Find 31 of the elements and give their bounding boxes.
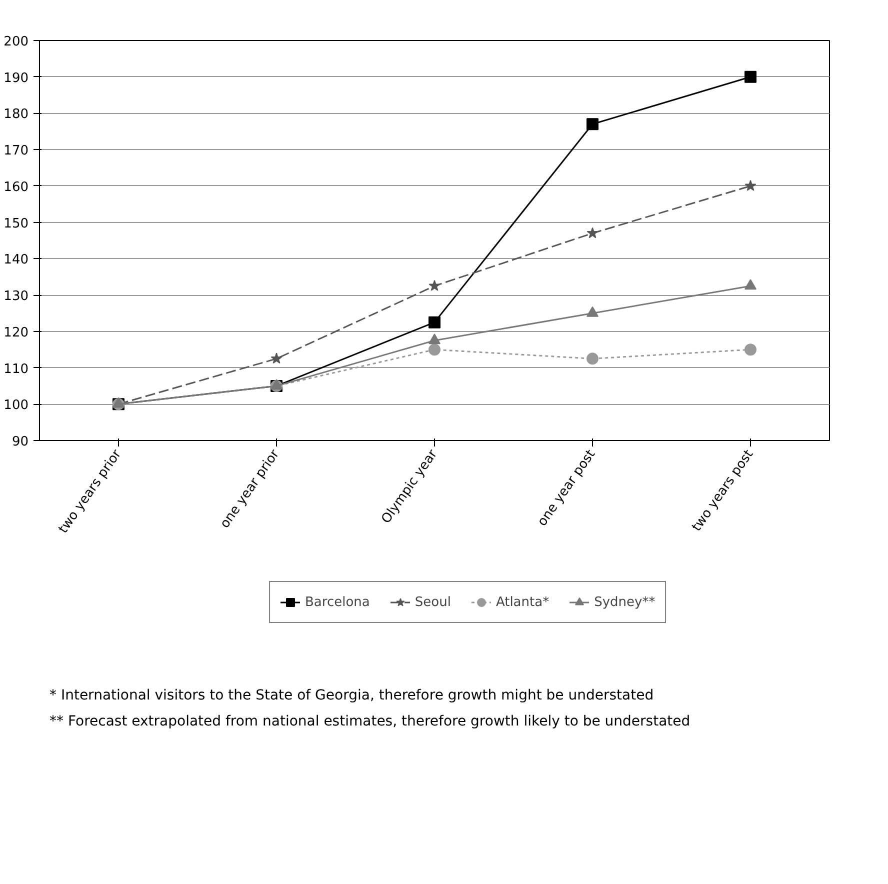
y-tick-label: 200 <box>4 34 29 50</box>
point <box>428 344 440 356</box>
y-tick-label: 190 <box>4 70 29 86</box>
text: ** Forecast extrapolated from national estimates, therefore growth likely to be understated <box>50 714 690 730</box>
point <box>744 180 756 191</box>
point <box>428 334 440 344</box>
y-tick-label: 170 <box>4 144 29 159</box>
point <box>744 344 756 356</box>
y-tick-label: 130 <box>4 289 29 304</box>
point <box>586 118 598 130</box>
point <box>744 70 756 83</box>
y-tick-label: 90 <box>12 434 29 450</box>
legend-label: Sydney** <box>594 594 656 610</box>
text: * International visitors to the State of Georgia, therefore growth might be understated <box>50 688 654 704</box>
point <box>428 280 440 291</box>
point <box>586 352 598 365</box>
point <box>744 279 756 290</box>
legend-label: Seoul <box>414 594 451 610</box>
y-tick-label: 120 <box>4 325 29 340</box>
point <box>586 306 598 317</box>
point <box>428 316 440 328</box>
point <box>586 227 598 238</box>
y-tick-label: 140 <box>4 252 29 268</box>
y-tick-label: 110 <box>4 362 29 377</box>
legend-label: Barcelona <box>305 594 370 610</box>
y-tick-label: 100 <box>4 398 29 414</box>
y-tick-label: 150 <box>4 216 29 232</box>
y-tick-label: 180 <box>4 107 29 122</box>
point <box>270 352 282 364</box>
legend-label: Atlanta* <box>496 594 550 610</box>
y-tick-label: 160 <box>4 180 29 195</box>
